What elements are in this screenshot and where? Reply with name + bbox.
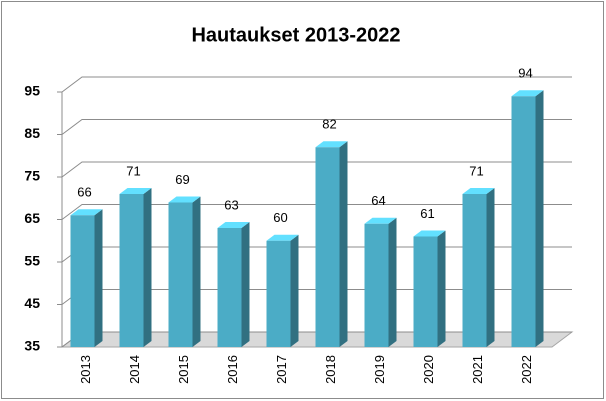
y-tick-label: 75 [24, 168, 40, 184]
value-label: 71 [469, 163, 483, 178]
bar-side [437, 230, 446, 347]
grid-line [61, 204, 572, 220]
value-label: 63 [224, 197, 238, 212]
bar-top [364, 217, 397, 224]
y-tick-label: 95 [24, 83, 40, 99]
x-tick-label: 2015 [176, 355, 191, 384]
bar-top [168, 196, 201, 203]
bar-side [241, 222, 250, 347]
bar [511, 96, 536, 347]
y-tick-label: 55 [24, 253, 40, 269]
bar [315, 147, 340, 347]
bar-side [486, 188, 495, 347]
value-label: 60 [273, 210, 287, 225]
bar [168, 202, 193, 347]
bar-top [511, 90, 544, 97]
value-label: 94 [518, 66, 532, 81]
grid-line [61, 161, 572, 178]
bar-side [290, 234, 299, 347]
bar-side [143, 188, 152, 347]
x-tick-label: 2014 [127, 355, 142, 384]
bar-top [70, 209, 103, 216]
bar [266, 240, 291, 347]
y-tick-label: 65 [24, 210, 40, 226]
value-label: 61 [420, 206, 434, 221]
y-tick-label: 45 [24, 295, 40, 311]
bar-top [315, 141, 348, 148]
x-tick-label: 2020 [421, 355, 436, 384]
y-tick-label: 85 [24, 125, 40, 141]
grid-line [61, 76, 572, 93]
value-label: 71 [126, 163, 140, 178]
bar [119, 194, 144, 347]
bar [462, 194, 487, 347]
bar [217, 228, 242, 347]
bar-top [217, 222, 250, 228]
y-tick-label: 35 [24, 338, 40, 354]
x-tick-label: 2019 [372, 355, 387, 384]
bar [413, 236, 438, 347]
bar-side [535, 90, 544, 347]
bar-side [388, 217, 397, 347]
x-tick-label: 2013 [78, 355, 93, 384]
x-tick-label: 2018 [323, 355, 338, 384]
chart-title: Hautaukset 2013-2022 [191, 24, 400, 46]
bar-side [339, 141, 348, 347]
bar-side [192, 196, 201, 347]
bar-top [266, 234, 299, 241]
x-tick-label: 2022 [519, 355, 534, 384]
bar [364, 223, 389, 347]
x-tick-label: 2017 [274, 355, 289, 384]
x-tick-label: 2021 [470, 355, 485, 384]
x-tick-label: 2016 [225, 355, 240, 384]
bar-top [413, 230, 446, 237]
bar [70, 215, 95, 347]
grid-line [61, 119, 572, 135]
value-label: 66 [77, 185, 91, 200]
value-label: 69 [175, 172, 189, 187]
bar-top [462, 188, 495, 194]
value-label: 82 [322, 117, 336, 132]
bar-top [119, 188, 152, 194]
bar-side [94, 209, 103, 347]
value-label: 64 [371, 193, 385, 208]
